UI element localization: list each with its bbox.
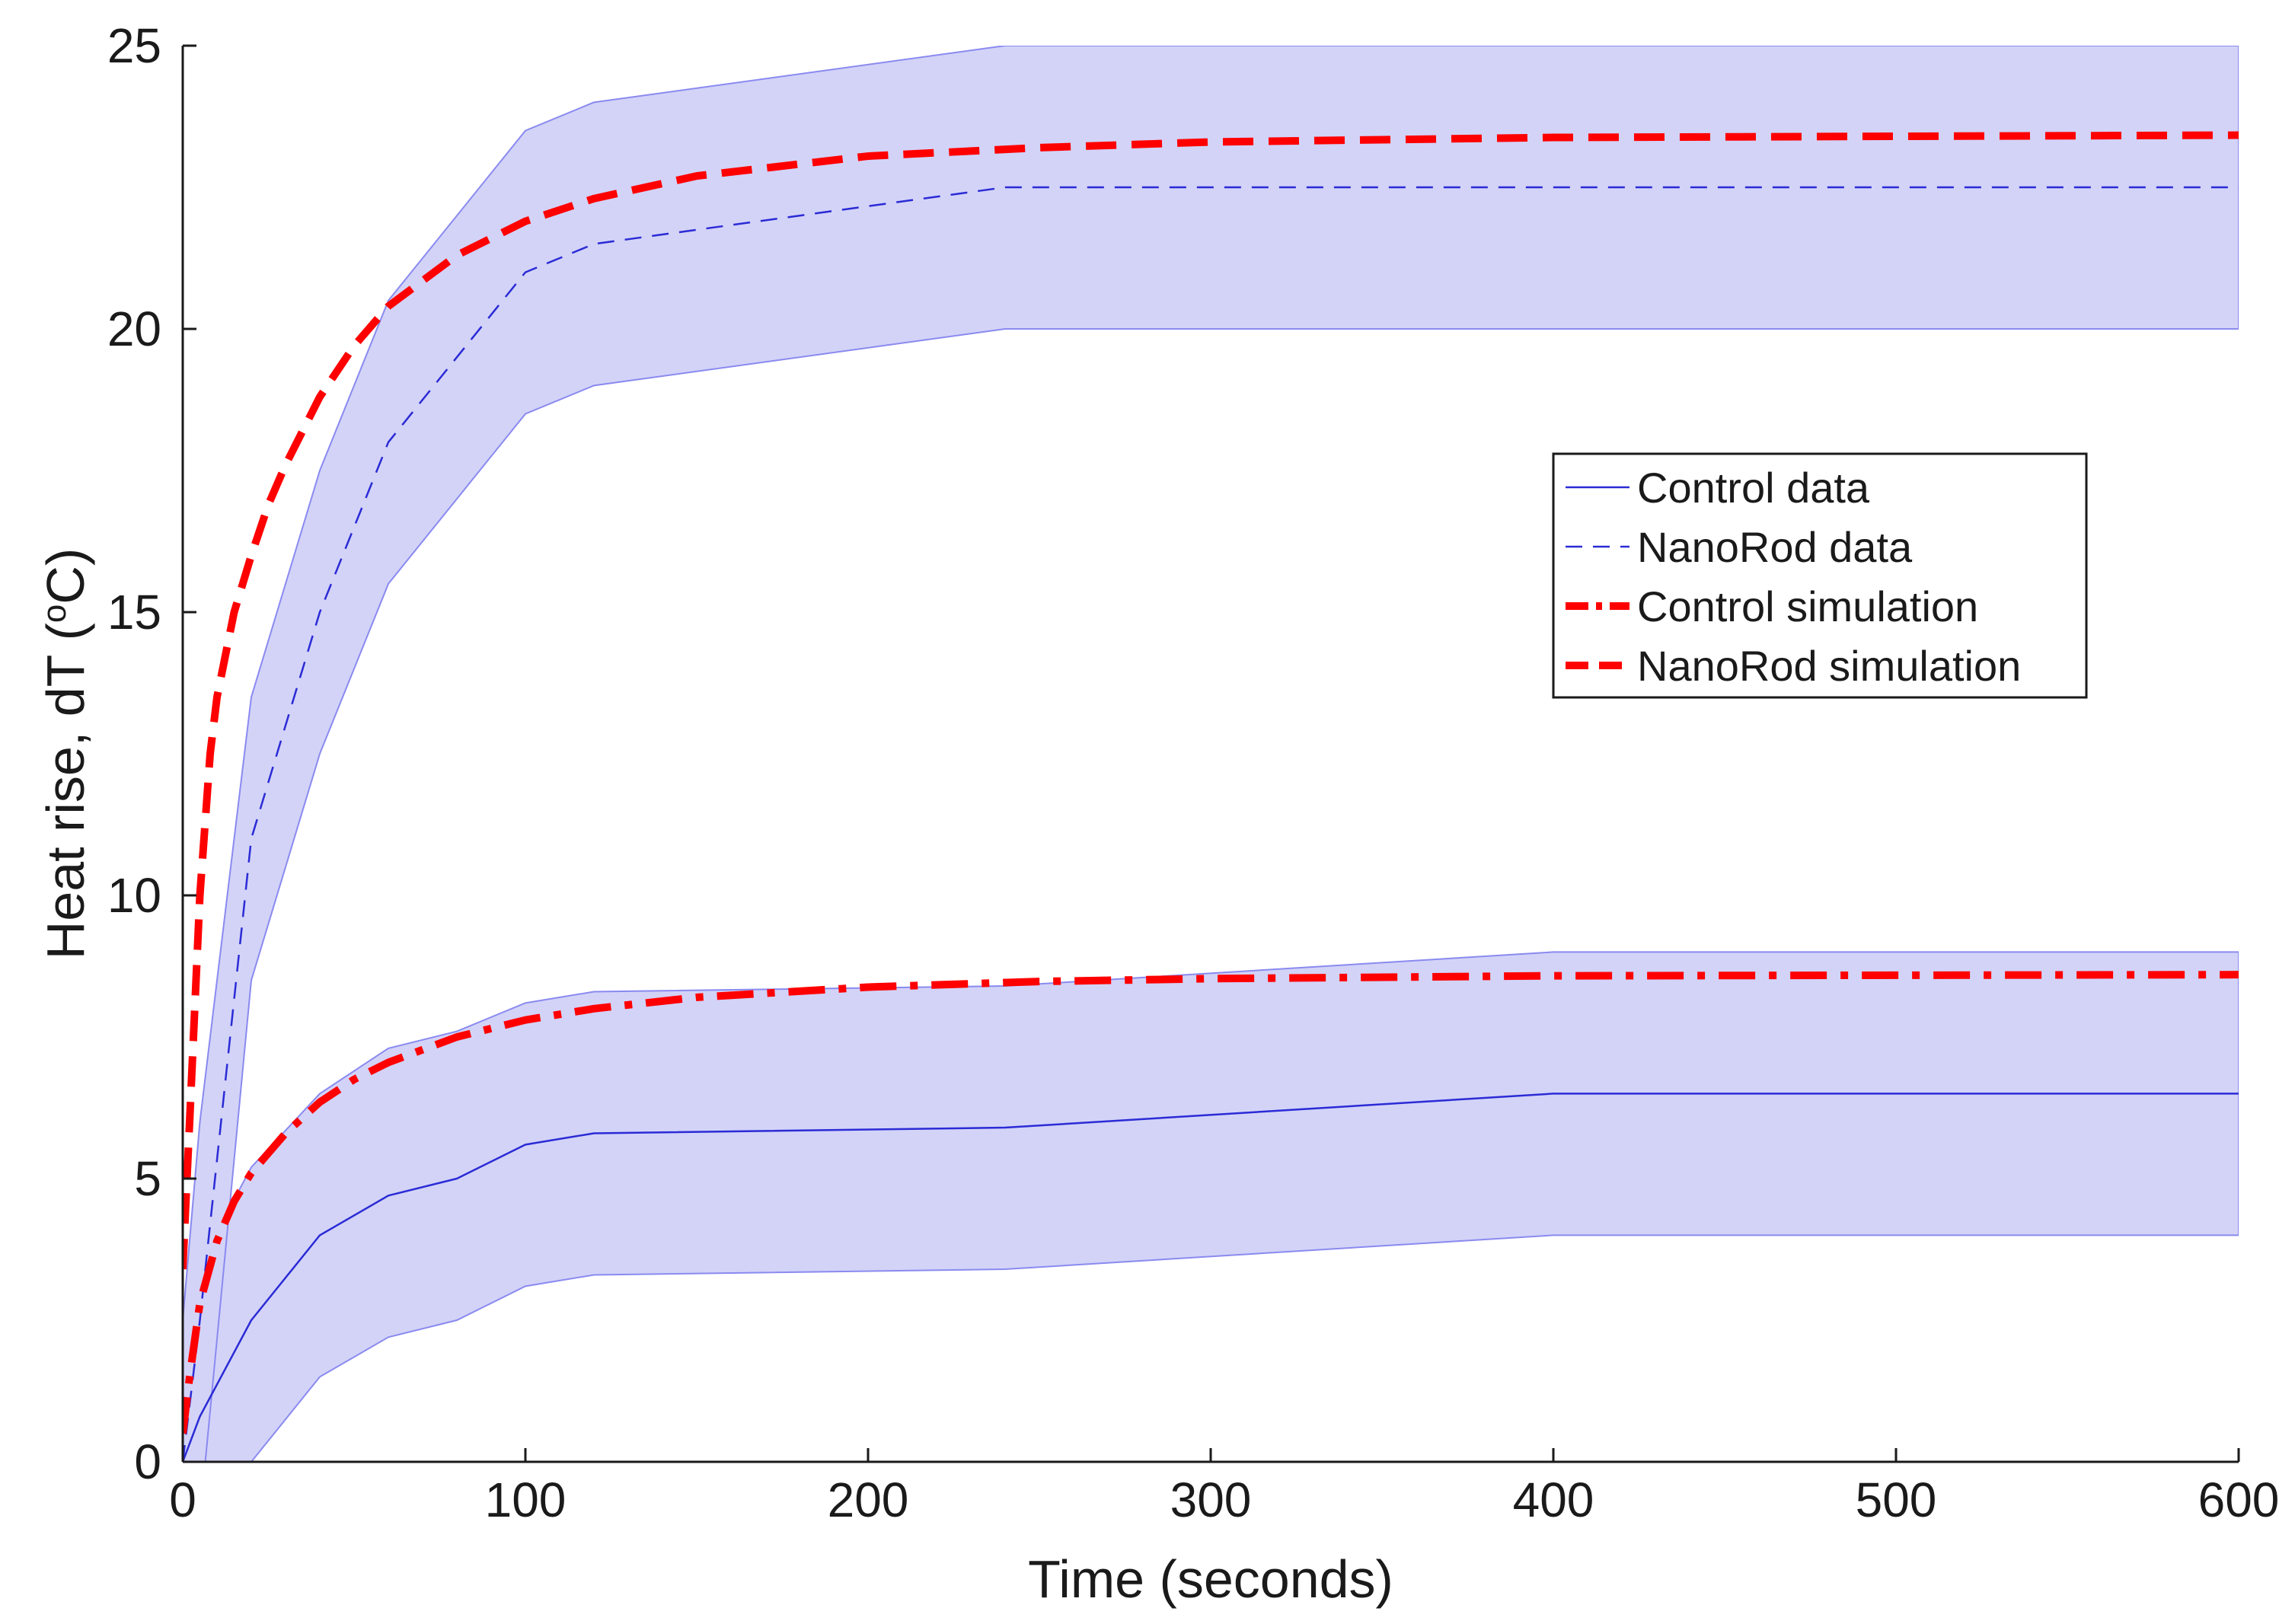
nanorod-data-line — [183, 186, 2239, 1462]
nanorod-data-range-band — [183, 46, 2239, 1462]
legend-label-control-data: Control data — [1637, 464, 1870, 512]
y-tick-label: 10 — [107, 868, 161, 923]
control-data-line — [183, 1093, 2239, 1462]
x-tick-label: 300 — [1170, 1472, 1252, 1527]
series-lines — [183, 131, 2239, 1462]
y-axis-title-prefix: Heat rise, dT ( — [36, 623, 95, 959]
x-tick-label: 200 — [828, 1472, 909, 1527]
control-simulation-line — [183, 971, 2239, 1434]
y-axis-title-degree: o — [36, 605, 73, 623]
x-tick-label: 600 — [2198, 1472, 2280, 1527]
y-tick-label: 25 — [107, 18, 161, 73]
legend-label-nanorod-simulation: NanoRod simulation — [1637, 642, 2021, 690]
y-tick-label: 15 — [107, 585, 161, 640]
control-data-range-band — [183, 951, 2239, 1462]
legend-label-nanorod-data: NanoRod data — [1637, 523, 1913, 571]
y-axis-title: Heat rise, dT (oC) — [36, 548, 96, 960]
confidence-bands — [183, 46, 2239, 1462]
y-tick-label: 20 — [107, 302, 161, 356]
x-tick-label: 100 — [485, 1472, 567, 1527]
x-tick-label: 500 — [1856, 1472, 1937, 1527]
y-tick-label: 5 — [134, 1151, 161, 1206]
nanorod-simulation-line — [183, 131, 2239, 1270]
y-axis-title-suffix: C) — [36, 548, 95, 605]
legend-box — [1552, 452, 2088, 699]
x-axis-title: Time (seconds) — [1028, 1549, 1393, 1609]
x-axis-ticks: 0 100 200 300 400 500 600 — [169, 1448, 2279, 1527]
y-axis-ticks: 0 5 10 15 20 25 — [107, 18, 196, 1489]
legend-label-control-simulation: Control simulation — [1637, 582, 1978, 630]
legend: Control data NanoRod data Control simulati… — [1552, 452, 2088, 699]
y-tick-label: 0 — [134, 1434, 161, 1489]
x-tick-label: 400 — [1513, 1472, 1594, 1527]
x-tick-label: 0 — [169, 1472, 196, 1527]
